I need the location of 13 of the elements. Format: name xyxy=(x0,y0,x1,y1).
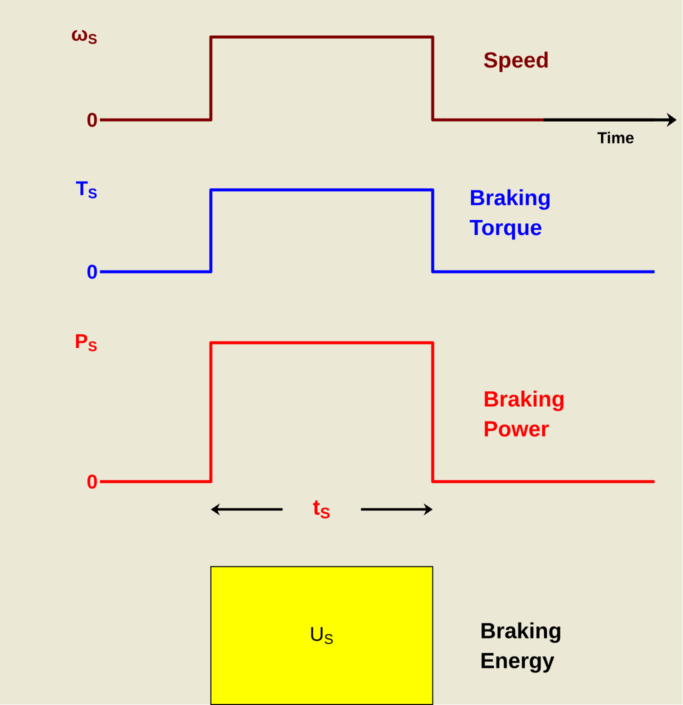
text: Braking Energy xyxy=(482,622,560,673)
annotation: T$_{S}$ xyxy=(76,181,97,198)
annotation: 0 xyxy=(88,112,98,127)
annotation: 0 xyxy=(88,264,98,279)
x-axis-title: Time xyxy=(598,132,634,144)
series-label: Braking Torque xyxy=(470,189,550,240)
text: Speed xyxy=(484,52,548,72)
text: U$_{S}$ xyxy=(311,627,333,644)
text: t$_{S}$ xyxy=(313,500,330,518)
text: Braking Power xyxy=(485,390,564,437)
annotation: P$_{S}$ xyxy=(76,334,97,352)
annotation: ω$_{S}$ xyxy=(72,30,97,44)
annotation: 0 xyxy=(88,474,98,489)
